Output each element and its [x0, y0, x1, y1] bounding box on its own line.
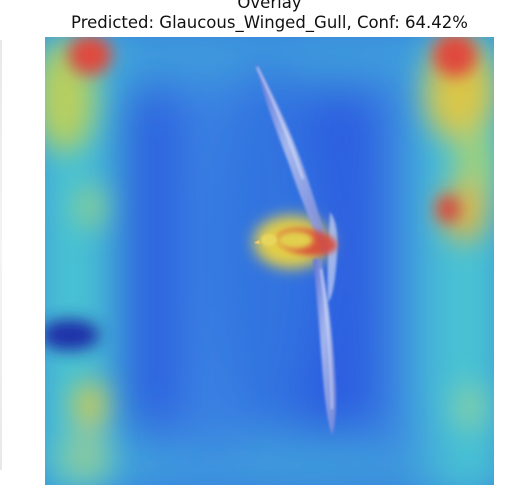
panel-title: Overlay — [237, 0, 302, 12]
adjacent-panel-edge — [0, 40, 2, 470]
heatmap-overlay-svg — [45, 37, 494, 485]
heatmap-dark-patch — [45, 319, 100, 351]
gull — [254, 61, 338, 435]
overlay-image — [45, 37, 494, 485]
prediction-title: Predicted: Glaucous_Winged_Gull, Conf: 6… — [71, 13, 468, 32]
